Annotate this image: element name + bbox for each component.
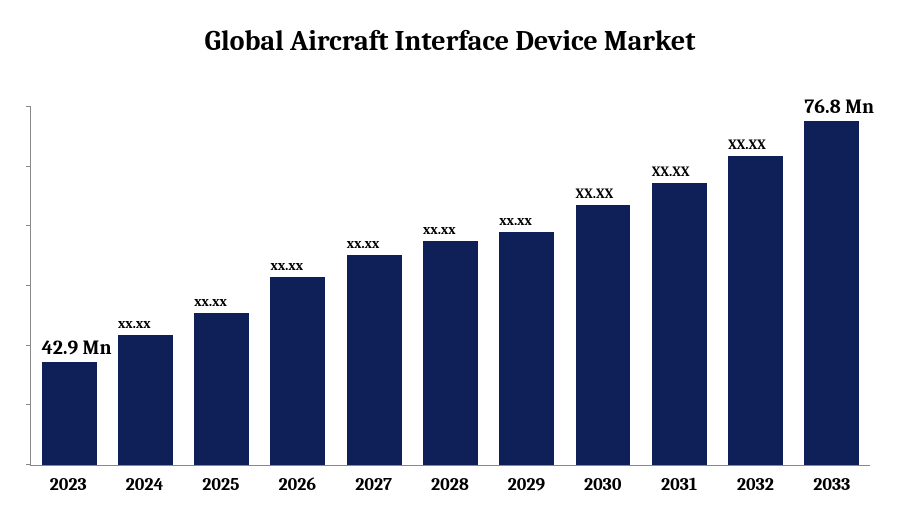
bar-value-label: xx.xx — [118, 315, 151, 332]
bar: xx.xx — [423, 241, 478, 465]
bar-group: xx.xx — [412, 107, 488, 465]
bar-group: xx.xx — [336, 107, 412, 465]
bar-value-label: 76.8 Mn — [804, 95, 874, 118]
x-axis-label: 2031 — [641, 474, 717, 495]
bar-group: XX.XX — [641, 107, 717, 465]
bar-value-label: XX.XX — [652, 163, 690, 180]
x-axis-label: 2030 — [565, 474, 641, 495]
bar-group: xx.xx — [107, 107, 183, 465]
x-axis-label: 2028 — [412, 474, 488, 495]
bar: xx.xx — [347, 255, 402, 465]
bar-value-label: XX.XX — [576, 185, 614, 202]
x-axis-label: 2023 — [30, 474, 106, 495]
bar-group: xx.xx — [260, 107, 336, 465]
x-axis-label: 2029 — [488, 474, 564, 495]
chart-container: Global Aircraft Interface Device Market … — [0, 0, 900, 525]
bar-value-label: xx.xx — [423, 221, 456, 238]
x-axis-label: 2025 — [183, 474, 259, 495]
bar: 76.8 Mn — [804, 121, 859, 465]
bar-group: xx.xx — [489, 107, 565, 465]
bar: xx.xx — [194, 313, 249, 465]
x-axis-label: 2032 — [717, 474, 793, 495]
bar-group: XX.XX — [717, 107, 793, 465]
bar-group: 42.9 Mn — [31, 107, 107, 465]
bar: 42.9 Mn — [42, 362, 97, 465]
bar-value-label: xx.xx — [270, 257, 303, 274]
x-axis-label: 2024 — [106, 474, 182, 495]
plot-area: 42.9 Mn xx.xx xx.xx xx.xx xx.xx xx.xx xx.xx XX.… — [30, 107, 870, 466]
bar-value-label: 42.9 Mn — [42, 336, 112, 359]
chart-title: Global Aircraft Interface Device Market — [30, 25, 870, 57]
bar: xx.xx — [118, 335, 173, 465]
x-axis-label: 2026 — [259, 474, 335, 495]
bar: XX.XX — [576, 205, 631, 465]
bar-group: xx.xx — [184, 107, 260, 465]
bar: XX.XX — [728, 156, 783, 465]
bar-value-label: xx.xx — [194, 293, 227, 310]
bar: XX.XX — [652, 183, 707, 465]
bar: xx.xx — [270, 277, 325, 465]
x-axis-labels: 2023202420252026202720282029203020312032… — [30, 474, 870, 495]
x-axis-label: 2033 — [794, 474, 870, 495]
bar: xx.xx — [499, 232, 554, 465]
bar-group: 76.8 Mn — [794, 107, 870, 465]
bar-value-label: xx.xx — [347, 235, 380, 252]
bar-value-label: XX.XX — [728, 136, 766, 153]
x-axis-label: 2027 — [335, 474, 411, 495]
bar-group: XX.XX — [565, 107, 641, 465]
bar-value-label: xx.xx — [499, 212, 532, 229]
